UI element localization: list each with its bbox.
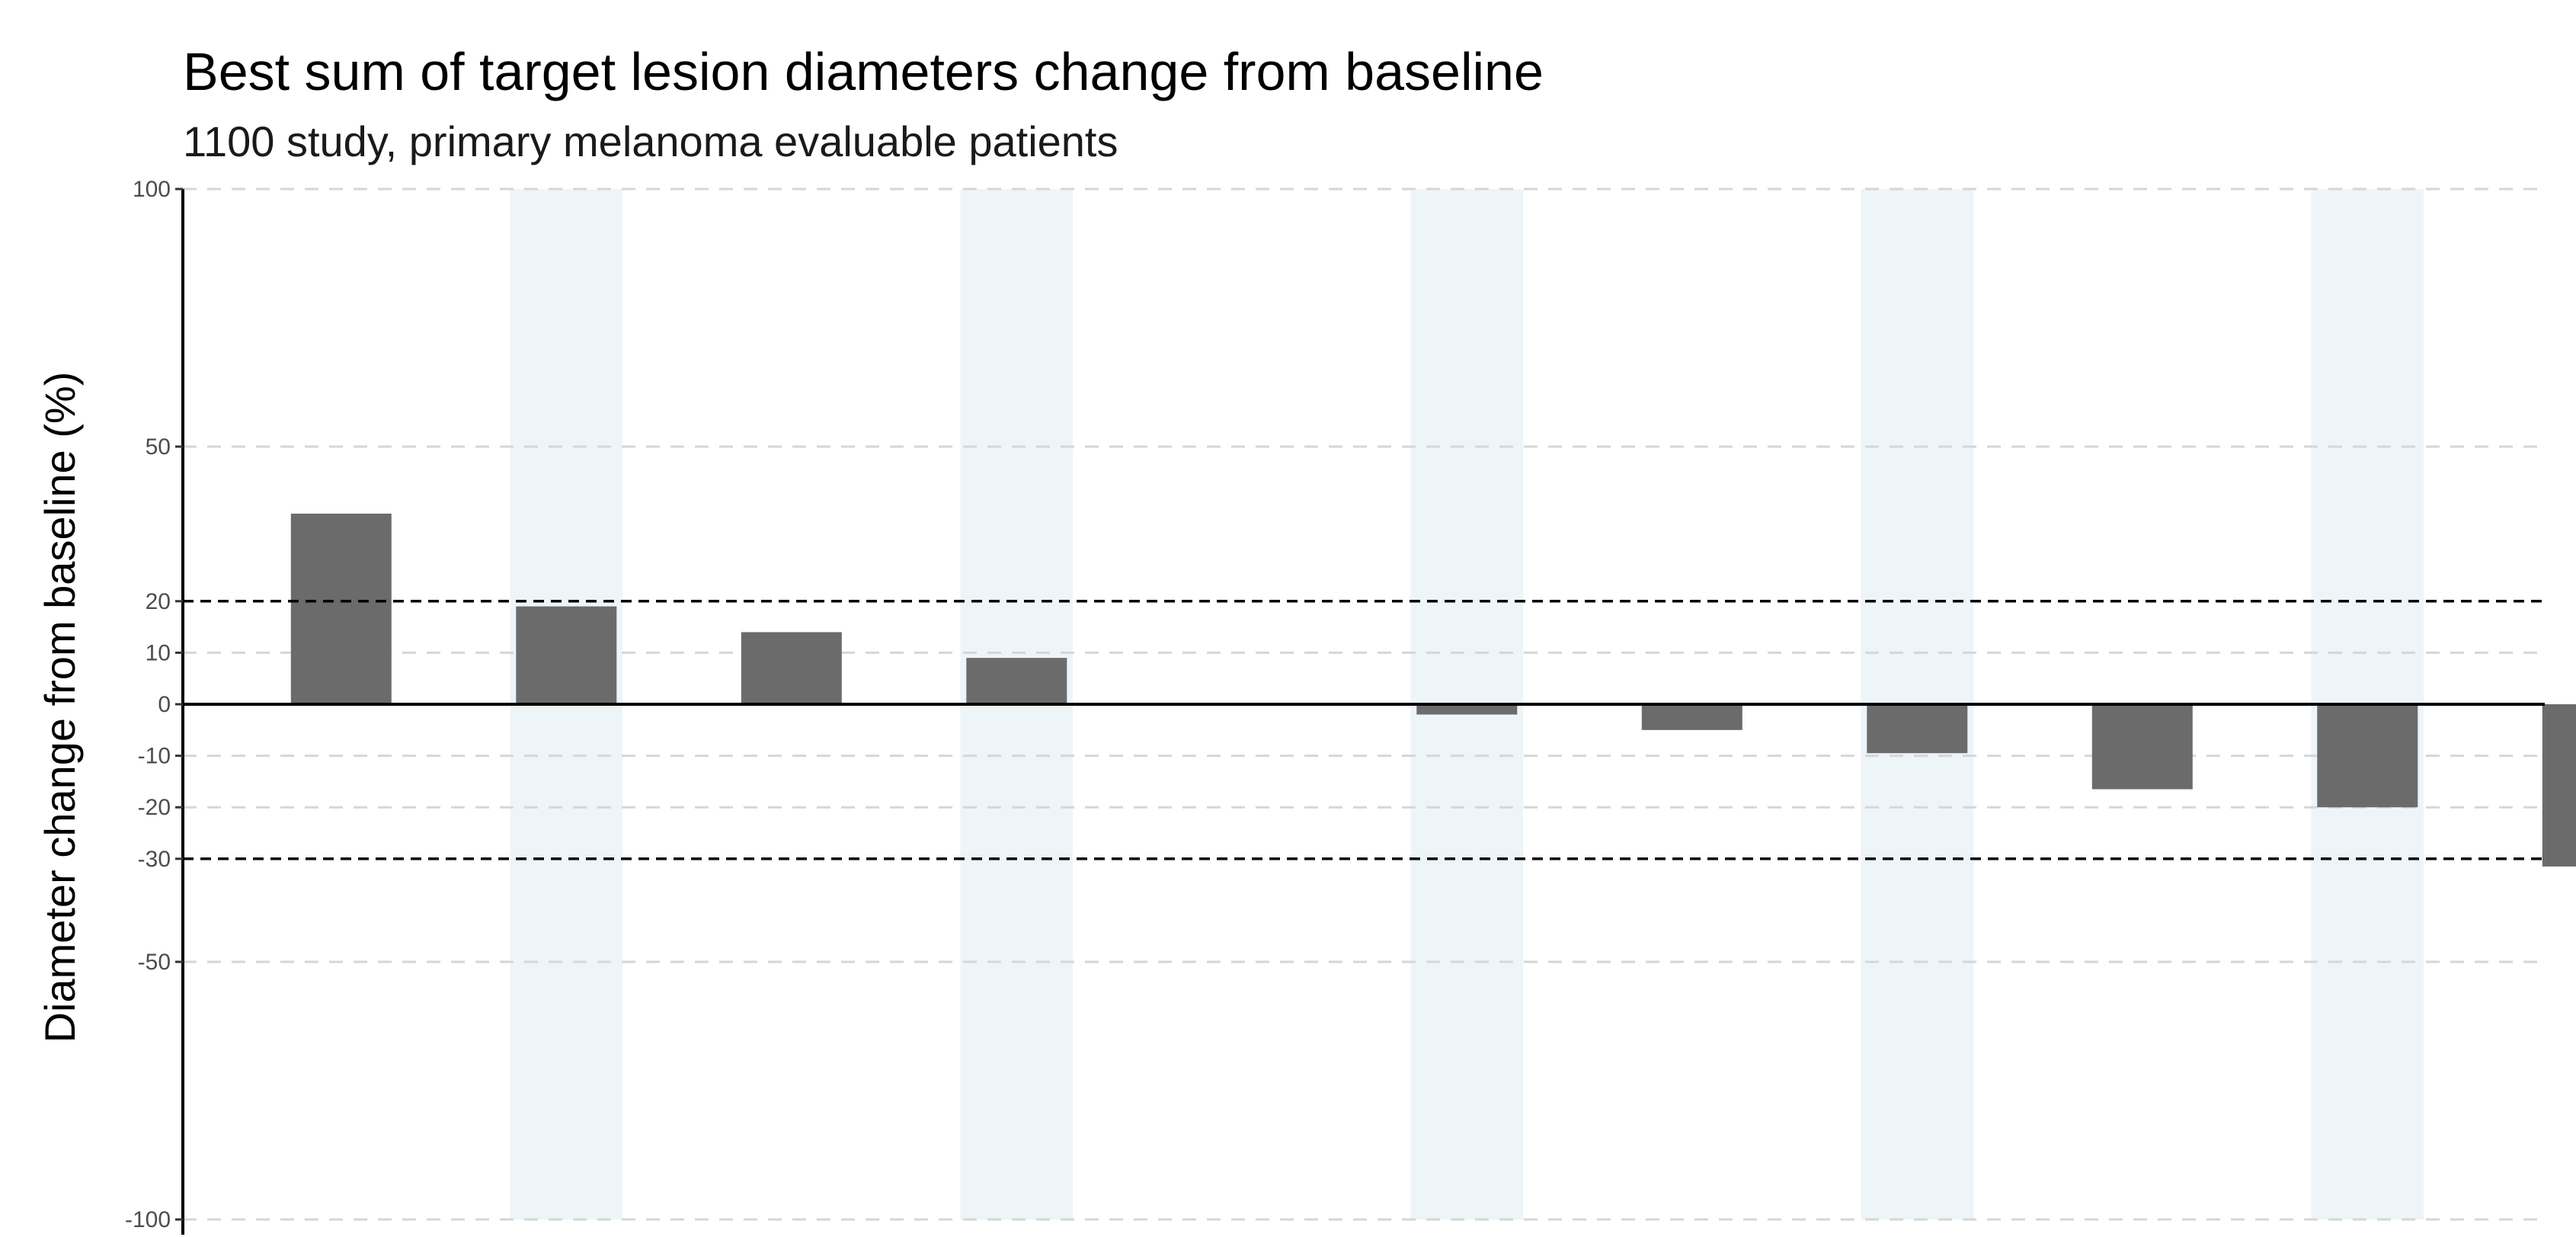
chart-subtitle: 1100 study, primary melanoma evaluable p…: [183, 117, 1118, 165]
y-tick-label: -10: [138, 744, 171, 769]
y-axis-label: Diameter change from baseline (%): [36, 372, 84, 1043]
bar: [1867, 704, 1968, 754]
bar: [2091, 704, 2193, 790]
y-tick-label: 100: [133, 177, 171, 202]
bar: [1641, 704, 1742, 730]
y-tick-label: 10: [146, 640, 171, 665]
y-tick-label: -100: [125, 1207, 171, 1232]
bar: [2542, 704, 2576, 867]
bar: [1416, 704, 1518, 715]
chart-title: Best sum of target lesion diameters chan…: [183, 42, 1544, 101]
bar: [2317, 704, 2418, 808]
reference-lines: [183, 600, 2545, 860]
bar: [741, 632, 842, 704]
bar: [966, 658, 1067, 704]
y-tick-label: -50: [138, 950, 171, 975]
y-tick-label: 50: [146, 434, 171, 460]
bars: [290, 513, 2576, 867]
axes: [181, 189, 2545, 1235]
y-tick-label: -30: [138, 847, 171, 872]
y-tick-label: 20: [146, 589, 171, 614]
y-tick-label: 0: [158, 692, 171, 717]
bar: [290, 513, 392, 704]
bar: [516, 606, 617, 704]
y-tick-label: -20: [138, 795, 171, 820]
